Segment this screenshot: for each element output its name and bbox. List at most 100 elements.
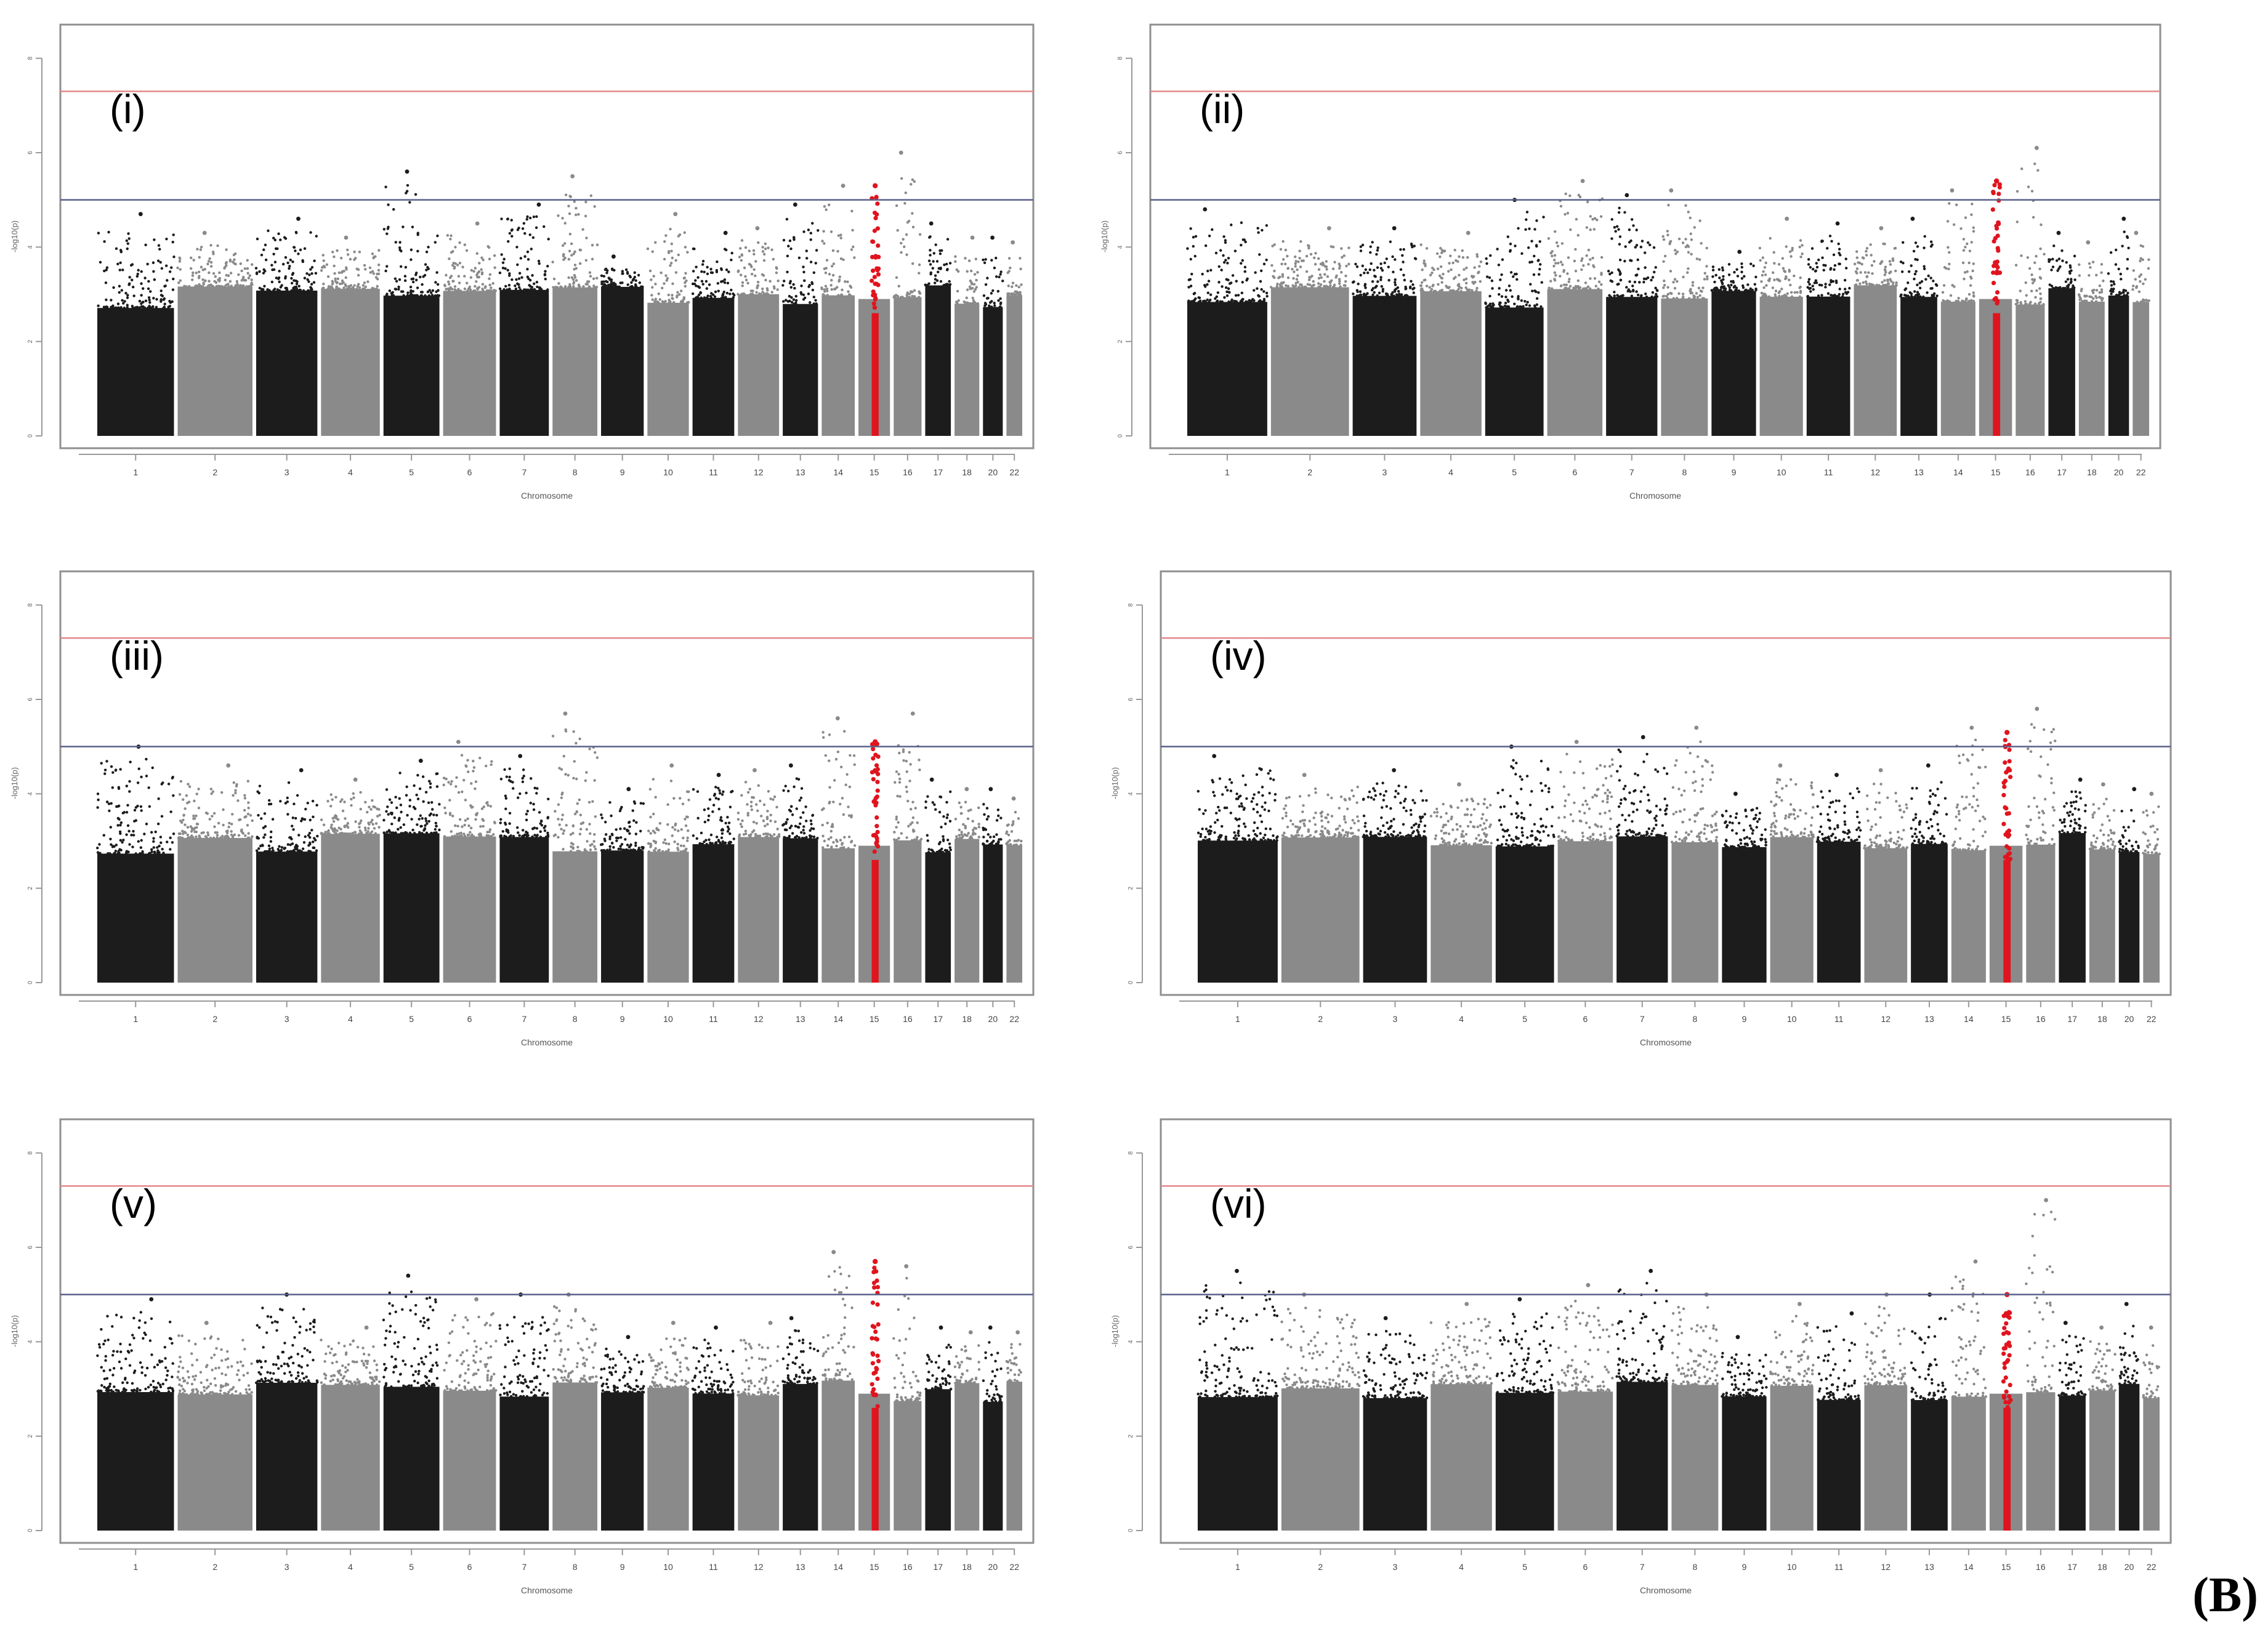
snp-point	[126, 239, 128, 242]
snp-point	[973, 283, 975, 286]
snp-point	[2089, 266, 2091, 268]
snp-point	[940, 280, 942, 283]
snp-point	[1233, 300, 1235, 302]
snp-point	[576, 846, 579, 848]
snp-point	[543, 826, 546, 829]
snp-point	[463, 275, 466, 277]
snp-point	[385, 294, 387, 297]
snp-point	[1007, 823, 1009, 826]
snp-point	[692, 788, 695, 791]
snp-point	[578, 284, 580, 286]
snp-point	[517, 228, 519, 231]
snp-point	[2080, 289, 2083, 292]
snp-point	[815, 249, 818, 251]
snp-point	[767, 790, 770, 792]
snp-point	[1526, 301, 1528, 304]
chromosome-block	[783, 304, 818, 436]
snp-point	[403, 823, 405, 826]
snp-point	[960, 833, 962, 835]
highlight-snp-point	[871, 239, 875, 244]
snp-point	[2078, 274, 2081, 276]
snp-point	[1376, 249, 1379, 251]
snp-point	[133, 820, 135, 823]
snp-point	[1229, 282, 1231, 284]
snp-point	[467, 770, 469, 773]
x-tick-label: 17	[2057, 467, 2067, 477]
snp-point	[1018, 286, 1020, 288]
snp-point	[230, 284, 233, 287]
snp-point	[276, 288, 279, 291]
snp-point	[1695, 292, 1698, 294]
chromosome-block	[1661, 299, 1708, 436]
snp-point	[493, 267, 496, 269]
snp-point	[2025, 303, 2028, 305]
snp-point	[2099, 296, 2102, 299]
x-tick-label: 2	[212, 1014, 217, 1024]
snp-point	[530, 248, 533, 250]
snp-point	[1480, 260, 1482, 263]
snp-point	[846, 280, 849, 283]
snp-point	[1932, 280, 1934, 282]
snp-point	[1706, 247, 1708, 249]
snp-point	[131, 279, 133, 281]
snp-peak-point	[1011, 240, 1015, 244]
snp-point	[296, 794, 299, 797]
snp-point	[1394, 281, 1396, 283]
snp-point	[1814, 270, 1817, 272]
snp-point	[2132, 284, 2134, 287]
snp-point	[435, 814, 438, 816]
snp-point	[270, 831, 272, 833]
snp-point	[1203, 284, 1206, 286]
snp-point	[697, 285, 700, 288]
snp-point	[2067, 283, 2070, 286]
snp-point	[661, 850, 664, 853]
snp-point	[406, 814, 408, 816]
snp-point	[519, 288, 522, 291]
snp-point	[421, 291, 424, 293]
snp-point	[1001, 280, 1004, 282]
snp-point	[1870, 283, 1872, 286]
snp-point	[236, 799, 239, 802]
snp-point	[1689, 289, 1691, 292]
snp-point	[1428, 286, 1431, 289]
snp-point	[1961, 300, 1963, 302]
snp-point	[583, 850, 586, 852]
snp-point	[1782, 257, 1784, 259]
chromosome-block	[2048, 288, 2075, 436]
snp-point	[161, 848, 163, 850]
snp-point	[1192, 245, 1195, 248]
snp-point	[716, 835, 718, 838]
snp-point	[526, 218, 528, 220]
snp-point	[802, 829, 804, 831]
x-tick-label: 8	[573, 1014, 578, 1024]
snp-point	[1735, 268, 1738, 270]
snp-point	[1403, 279, 1406, 281]
snp-point	[833, 262, 835, 265]
snp-point	[642, 847, 644, 850]
snp-point	[454, 785, 457, 787]
snp-point	[2078, 264, 2080, 266]
x-tick-label: 1	[133, 1014, 138, 1024]
snp-point	[242, 277, 244, 280]
snp-point	[1489, 302, 1491, 305]
snp-point	[1264, 808, 1266, 811]
snp-point	[346, 288, 349, 290]
data-points	[96, 712, 1023, 983]
snp-point	[770, 814, 772, 816]
snp-point	[737, 811, 740, 814]
snp-point	[1834, 296, 1837, 298]
snp-point	[634, 272, 636, 274]
snp-point	[573, 268, 575, 270]
snp-point	[499, 288, 501, 290]
snp-point	[929, 273, 932, 275]
y-tick-label: 0	[27, 981, 34, 984]
snp-point	[282, 263, 285, 265]
snp-point	[190, 825, 192, 827]
snp-point	[2040, 297, 2042, 300]
snp-point	[1501, 258, 1504, 260]
snp-point	[1816, 266, 1818, 268]
chromosome-block	[894, 840, 921, 983]
snp-point	[1799, 291, 1802, 294]
snp-point	[812, 289, 814, 291]
